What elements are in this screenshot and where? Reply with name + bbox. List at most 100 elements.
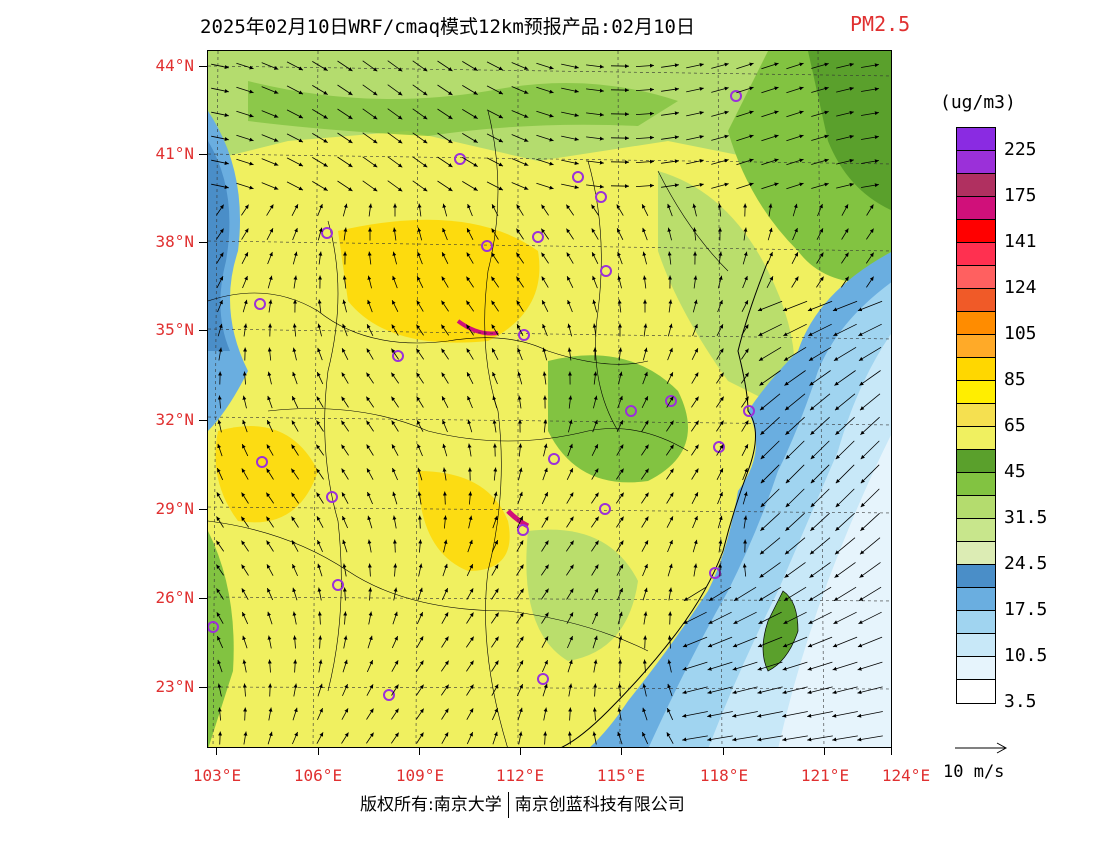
wind-arrow (758, 346, 782, 362)
wind-arrow (516, 228, 524, 240)
wind-arrow (717, 203, 722, 217)
wind-arrow (816, 276, 824, 288)
wind-arrow (541, 612, 549, 624)
lat-label: 38°N (155, 232, 194, 251)
wind-arrow (711, 158, 729, 165)
wind-arrow (243, 707, 248, 721)
wind-arrow (491, 684, 499, 696)
wind-arrow (792, 227, 798, 241)
wind-arrow (216, 516, 224, 528)
wind-arrow (416, 324, 424, 336)
wind-arrow (241, 443, 249, 457)
wind-arrow (491, 588, 499, 600)
wind-arrow (343, 227, 348, 241)
wind-arrow (860, 512, 880, 532)
wind-arrow (782, 636, 808, 648)
wind-arrow (491, 252, 499, 264)
wind-arrow (540, 564, 550, 576)
wind-arrow (761, 182, 779, 190)
wind-arrow (784, 370, 806, 386)
wind-arrow (261, 62, 279, 70)
wind-arrow (682, 636, 708, 648)
wind-arrow (317, 587, 322, 601)
wind-arrow (367, 251, 372, 265)
wind-arrow (741, 300, 749, 312)
colorbar-segment (957, 220, 995, 243)
wind-arrow (442, 467, 447, 481)
wind-arrow (543, 443, 548, 457)
wind-arrow (318, 251, 323, 265)
wind-arrow (761, 158, 779, 166)
wind-arrow (517, 491, 523, 505)
wind-arrow (616, 468, 624, 480)
forecast-map[interactable] (207, 50, 892, 748)
wind-arrow (857, 661, 883, 671)
wind-arrow (516, 660, 524, 672)
wind-arrow (808, 611, 832, 625)
wind-arrow (784, 393, 806, 411)
wind-arrow (341, 348, 349, 360)
lat-label: 26°N (155, 588, 194, 607)
wind-arrow (316, 732, 324, 744)
wind-arrow (536, 86, 554, 94)
wind-arrow (366, 659, 374, 673)
colorbar-label: 24.5 (1004, 553, 1048, 574)
wind-arrow (517, 395, 522, 409)
wind-arrow (286, 181, 304, 191)
wind-arrow (267, 251, 273, 265)
wind-arrow (536, 110, 554, 118)
wind-arrow (216, 252, 224, 264)
wind-arrow (586, 88, 604, 93)
lon-label: 121°E (800, 766, 850, 785)
wind-arrow (268, 299, 273, 313)
wind-arrow (387, 84, 403, 96)
wind-arrow (362, 108, 378, 120)
wind-arrow (466, 612, 474, 624)
wind-arrow (266, 228, 274, 240)
wind-arrow (486, 61, 504, 71)
wind-arrow (785, 488, 805, 508)
lon-label: 106°E (293, 766, 343, 785)
wind-arrow (811, 134, 829, 141)
wind-arrow (466, 563, 474, 577)
wind-arrow (236, 134, 254, 142)
wind-arrow (759, 393, 781, 411)
wind-arrow (318, 635, 323, 649)
wind-arrow (342, 659, 348, 673)
wind-arrow (317, 347, 323, 361)
wind-arrow (666, 707, 674, 721)
wind-arrow (268, 683, 273, 697)
wind-arrow (786, 110, 804, 118)
wind-arrow (242, 395, 247, 409)
wind-arrow (858, 611, 882, 625)
wind-arrow (211, 111, 229, 117)
wind-arrow (412, 108, 428, 120)
wind-arrow (816, 252, 824, 264)
wind-arrow (661, 183, 679, 188)
wind-arrow (667, 347, 673, 361)
lat-label: 41°N (155, 144, 194, 163)
wind-arrow (591, 540, 599, 552)
wind-arrow (861, 87, 879, 92)
wind-arrow (616, 564, 624, 576)
wind-arrow (811, 86, 829, 93)
wind-arrow (641, 540, 649, 552)
wind-arrow (337, 156, 353, 168)
wind-arrow (216, 492, 224, 504)
wind-arrow (416, 300, 424, 312)
wind-arrow (865, 252, 875, 264)
wind-arrow (416, 420, 424, 432)
wind-arrow (541, 516, 549, 528)
wind-arrow (686, 182, 704, 189)
wind-arrow (592, 611, 598, 625)
wind-arrow (686, 86, 704, 93)
wind-arrow (366, 708, 374, 720)
wind-arrow (661, 111, 679, 116)
wind-arrow (832, 300, 858, 312)
colorbar-segment (957, 450, 995, 473)
wind-arrow (833, 611, 857, 625)
wind-arrow (741, 420, 749, 432)
wind-arrow (692, 515, 698, 529)
wind-arrow (337, 84, 353, 96)
colorbar-segment (957, 289, 995, 312)
